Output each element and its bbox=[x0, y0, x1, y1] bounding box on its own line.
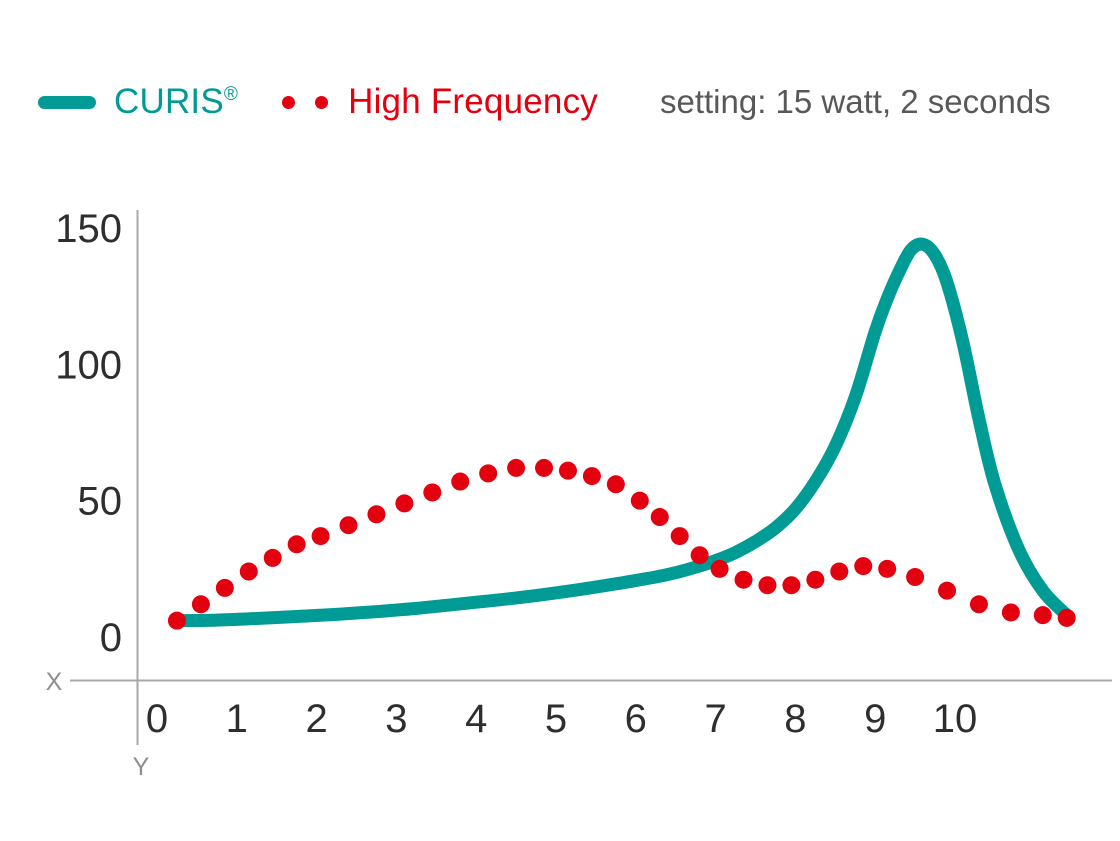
data-point-marker bbox=[1001, 603, 1020, 622]
x-axis-tick-label: 8 bbox=[784, 697, 806, 741]
legend-label-high-frequency: High Frequency bbox=[348, 82, 598, 121]
data-point-marker bbox=[339, 516, 358, 535]
legend-dots-swatch-icon bbox=[282, 95, 329, 109]
data-point-marker bbox=[423, 483, 442, 502]
x-axis-tick-labels: 0 1 2 3 4 5 6 7 8 9 10 bbox=[146, 697, 977, 741]
y-axis-tick-label: 50 bbox=[78, 480, 123, 524]
x-axis-tick-label: 7 bbox=[704, 697, 726, 741]
data-point-marker bbox=[878, 559, 897, 578]
x-axis-tick-label: 1 bbox=[226, 697, 248, 741]
data-point-marker bbox=[1057, 608, 1076, 627]
data-point-marker bbox=[287, 535, 306, 554]
data-point-marker bbox=[311, 527, 330, 546]
data-point-marker bbox=[239, 562, 258, 581]
registered-trademark-icon: ® bbox=[223, 84, 239, 105]
data-point-marker bbox=[167, 611, 186, 630]
chart-legend: CURIS® High Frequency setting: 15 watt, … bbox=[0, 62, 1120, 142]
data-point-marker bbox=[830, 562, 849, 581]
y-axis-tick-label: 150 bbox=[55, 207, 122, 251]
x-axis-tick-label: 10 bbox=[933, 697, 978, 741]
x-axis-tick-label: 9 bbox=[864, 697, 886, 741]
setting-annotation: setting: 15 watt, 2 seconds bbox=[659, 83, 1051, 120]
data-point-marker bbox=[558, 461, 577, 480]
data-point-marker bbox=[906, 568, 925, 587]
data-point-marker bbox=[630, 491, 649, 510]
data-point-marker bbox=[710, 559, 729, 578]
data-point-marker bbox=[806, 570, 825, 589]
data-point-marker bbox=[582, 467, 601, 486]
legend-dot-icon bbox=[282, 95, 296, 109]
data-point-marker bbox=[606, 475, 625, 494]
series-line-curis bbox=[170, 237, 1074, 628]
x-axis-tick-label: 3 bbox=[385, 697, 407, 741]
data-point-marker bbox=[367, 505, 386, 524]
x-axis-tick-label: 4 bbox=[465, 697, 487, 741]
y-axis-name: Y bbox=[133, 753, 150, 781]
data-point-marker bbox=[535, 458, 554, 477]
x-axis-name: X bbox=[46, 668, 63, 696]
data-point-marker bbox=[938, 581, 957, 600]
x-axis-tick-label: 5 bbox=[545, 697, 567, 741]
data-point-marker bbox=[479, 464, 498, 483]
data-point-marker bbox=[215, 578, 234, 597]
legend-item-curis: CURIS® bbox=[38, 82, 238, 122]
y-axis-tick-label: 0 bbox=[100, 616, 122, 660]
data-point-marker bbox=[1033, 606, 1052, 625]
x-axis-tick-label: 6 bbox=[625, 697, 647, 741]
x-axis-tick-label: 2 bbox=[305, 697, 327, 741]
series-dots-high-frequency bbox=[167, 458, 1076, 630]
y-axis-tick-label: 100 bbox=[55, 343, 122, 387]
data-point-marker bbox=[782, 576, 801, 595]
legend-line-swatch-icon bbox=[38, 95, 96, 109]
data-point-marker bbox=[451, 472, 470, 491]
data-point-marker bbox=[690, 546, 709, 565]
data-point-marker bbox=[191, 595, 210, 614]
data-point-marker bbox=[263, 548, 282, 567]
legend-item-high-frequency: High Frequency bbox=[282, 82, 598, 122]
data-point-marker bbox=[734, 570, 753, 589]
legend-dot-icon bbox=[315, 95, 329, 109]
data-point-marker bbox=[507, 458, 526, 477]
data-point-marker bbox=[395, 494, 414, 513]
data-point-marker bbox=[969, 595, 988, 614]
legend-label-curis: CURIS® bbox=[114, 82, 239, 121]
data-point-marker bbox=[758, 576, 777, 595]
y-axis-tick-labels: 0 50 100 150 bbox=[55, 207, 122, 660]
data-point-marker bbox=[650, 508, 669, 527]
x-axis-tick-label: 0 bbox=[146, 697, 168, 741]
data-point-marker bbox=[670, 527, 689, 546]
data-point-marker bbox=[854, 557, 873, 576]
